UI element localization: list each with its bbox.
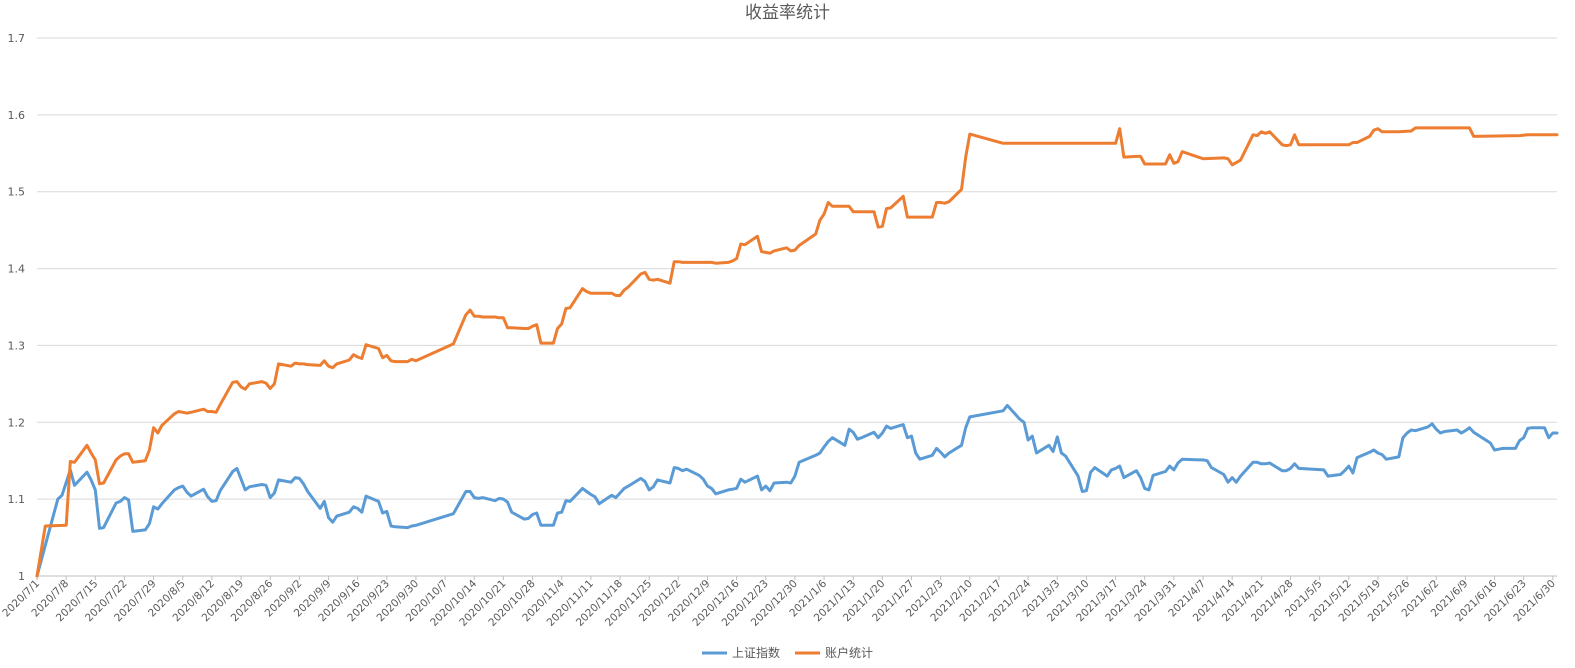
series-line-2: [35, 126, 1559, 578]
series-lines: [35, 126, 1559, 578]
y-tick-label: 1.5: [8, 186, 26, 199]
x-axis-ticks: 2020/7/12020/7/82020/7/152020/7/222020/7…: [0, 576, 1558, 629]
y-tick-label: 1.2: [8, 416, 26, 429]
grid-lines: [37, 37, 1557, 577]
y-tick-label: 1.7: [8, 32, 26, 45]
legend-label: 账户统计: [825, 645, 873, 660]
legend: 上证指数 账户统计: [702, 645, 873, 660]
chart-title: 收益率统计: [745, 3, 830, 23]
series-line-1: [35, 403, 1559, 578]
y-tick-label: 1: [18, 570, 25, 583]
y-tick-label: 1.1: [8, 493, 26, 506]
y-tick-label: 1.3: [8, 339, 26, 352]
y-axis-ticks: 1 1.1 1.2 1.3 1.4 1.5 1.6 1.7: [8, 32, 26, 583]
y-tick-label: 1.6: [8, 109, 26, 122]
legend-label: 上证指数: [732, 645, 780, 660]
y-tick-label: 1.4: [8, 263, 26, 276]
